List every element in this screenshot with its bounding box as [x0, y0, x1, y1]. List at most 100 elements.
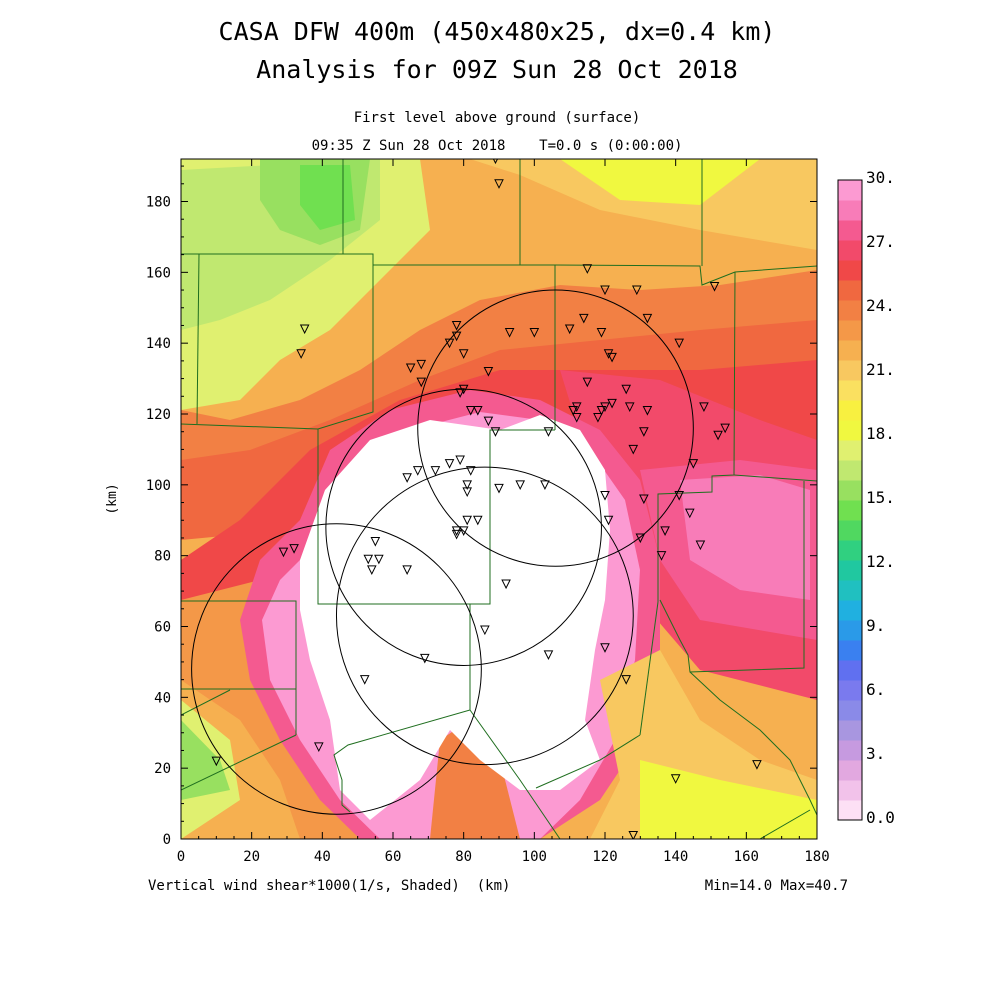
station-marker: [639, 427, 649, 437]
subtitle-level: First level above ground (surface): [354, 110, 641, 126]
y-tick-label: 120: [146, 407, 171, 423]
colorbar-swatch: [838, 360, 862, 381]
colorbar-swatch: [838, 200, 862, 221]
colorbar-swatch: [838, 260, 862, 281]
station-marker: [621, 675, 632, 685]
station-marker: [480, 625, 490, 636]
station-marker: [430, 466, 441, 476]
station-marker: [494, 179, 504, 189]
station-marker: [494, 483, 504, 494]
station-marker: [419, 653, 430, 664]
station-marker: [540, 480, 550, 490]
station-marker: [455, 388, 465, 398]
y-tick-label: 80: [154, 549, 171, 565]
station-marker: [603, 515, 614, 526]
station-marker: [621, 384, 632, 395]
station-marker: [624, 402, 635, 413]
station-marker: [684, 508, 695, 519]
colorbar-frame: [837, 179, 863, 821]
station-marker: [529, 328, 540, 338]
colorbar-swatch: [838, 800, 862, 821]
y-tick-label: 20: [154, 761, 171, 777]
station-marker: [600, 643, 610, 653]
x-tick-label: 0: [177, 849, 185, 865]
station-marker: [402, 565, 412, 575]
station-marker: [720, 423, 730, 434]
colorbar: 0.0 3. 6. 9. 12. 15. 18. 21. 24. 27. 30.: [837, 168, 895, 827]
station-marker: [752, 760, 762, 770]
station-marker: [490, 427, 501, 437]
station-marker: [607, 398, 617, 409]
colorbar-swatch: [838, 780, 862, 801]
y-tick-label: 0: [163, 832, 171, 848]
station-marker: [578, 313, 589, 324]
colorbar-label: 18.: [866, 424, 895, 443]
station-marker: [451, 526, 462, 536]
station-marker: [699, 402, 709, 413]
station-marker: [374, 554, 384, 565]
station-marker: [639, 494, 649, 505]
colorbar-swatch: [838, 600, 862, 621]
title-line-2: Analysis for 09Z Sun 28 Oct 2018: [256, 55, 738, 84]
colorbar-label: 27.: [866, 232, 895, 251]
station-marker: [359, 675, 370, 685]
station-marker: [462, 487, 473, 498]
station-marker: [543, 427, 554, 437]
station-marker: [366, 565, 377, 575]
title-line-1: CASA DFW 400m (450x480x25, dx=0.4 km): [219, 17, 776, 46]
station-marker: [313, 742, 324, 753]
station-marker: [483, 416, 494, 427]
station-marker: [416, 377, 427, 388]
station-marker: [582, 377, 593, 388]
station-marker: [405, 363, 416, 374]
colorbar-swatch: [838, 420, 862, 441]
colorbar-label: 0.0: [866, 808, 895, 827]
station-marker: [593, 413, 603, 423]
colorbar-label: 24.: [866, 296, 895, 315]
colorbar-swatch: [838, 180, 862, 201]
station-marker: [299, 324, 310, 335]
station-marker: [631, 285, 642, 296]
station-marker: [670, 774, 681, 784]
colorbar-swatch: [838, 220, 862, 241]
colorbar-swatch: [838, 400, 862, 421]
station-marker: [278, 547, 289, 558]
y-tick-label: 100: [146, 478, 171, 494]
colorbar-swatch: [838, 520, 862, 541]
station-marker: [635, 533, 646, 544]
station-marker: [713, 430, 723, 441]
station-marker: [289, 544, 299, 554]
colorbar-swatch: [838, 660, 862, 681]
colorbar-label: 30.: [866, 168, 895, 187]
footer-variable: Vertical wind shear*1000(1/s, Shaded) (k…: [148, 878, 510, 894]
colorbar-label: 12.: [866, 552, 895, 571]
station-marker: [451, 529, 462, 540]
colorbar-swatch: [838, 740, 862, 761]
station-marker: [412, 466, 423, 476]
station-marker: [444, 459, 455, 469]
colorbar-swatch: [838, 340, 862, 361]
x-tick-label: 100: [522, 849, 547, 865]
station-marker: [596, 328, 607, 338]
station-marker: [607, 352, 617, 363]
station-marker: [462, 480, 473, 490]
station-marker: [363, 554, 374, 565]
colorbar-label: 9.: [866, 616, 885, 635]
y-tick-label: 180: [146, 195, 171, 211]
station-marker: [642, 313, 653, 324]
colorbar-label: 3.: [866, 744, 885, 763]
station-marker: [660, 526, 670, 536]
colorbar-swatch: [838, 280, 862, 301]
station-marker: [402, 473, 412, 483]
colorbar-swatch: [838, 480, 862, 501]
colorbar-swatch: [838, 680, 862, 701]
station-marker: [416, 359, 427, 370]
radar-ring-2: [417, 289, 694, 567]
footer-minmax: Min=14.0 Max=40.7: [705, 878, 848, 894]
station-marker: [472, 405, 483, 416]
station-marker: [370, 537, 381, 547]
y-tick-label: 40: [154, 690, 171, 706]
colorbar-swatch: [838, 500, 862, 521]
station-marker: [465, 466, 476, 476]
